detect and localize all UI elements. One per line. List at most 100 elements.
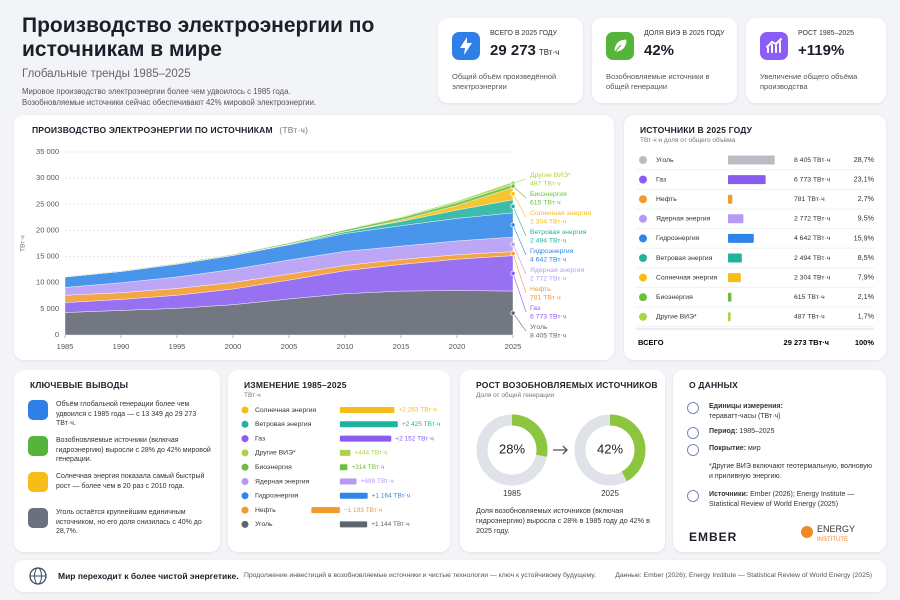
kpi-label: ДОЛЯ ВИЭ В 2025 ГОДУ	[644, 30, 725, 37]
category-label: Уголь	[656, 157, 674, 164]
x-tick-label: 1985	[57, 342, 74, 351]
category-label: Другие ВИЭ*	[255, 450, 296, 457]
share-label: 1,7%	[858, 312, 875, 321]
category-label: Газ	[656, 176, 666, 183]
chart-title-text: ПРОИЗВОДСТВО ЭЛЕКТРОЭНЕРГИИ ПО ИСТОЧНИКА…	[32, 125, 273, 135]
y-tick-label: 20 000	[36, 225, 59, 234]
chart-title: ИЗМЕНЕНИЕ 1985–2025	[244, 380, 347, 390]
value-label: 487 ТВт·ч	[530, 180, 561, 187]
y-tick-label: 15 000	[36, 252, 59, 261]
about-item: Период: 1985–2025	[687, 427, 877, 439]
leader-line	[512, 273, 527, 313]
x-tick-label: 2020	[449, 342, 466, 351]
value-label: 2 494 ТВт·ч	[530, 237, 567, 244]
series-label: Другие ВИЭ*	[530, 172, 571, 179]
category-label: Солнечная энергия	[255, 407, 317, 414]
change-icon	[241, 435, 249, 443]
chart-subtitle: ТВт·ч	[244, 392, 261, 399]
kpi-icon	[452, 32, 480, 60]
source-icon	[639, 293, 647, 302]
about-item: *Другие ВИЭ включают геотермальную, волн…	[687, 462, 877, 481]
y-tick-label: 30 000	[36, 173, 59, 182]
share-label: 9,5%	[858, 214, 875, 223]
bar	[311, 507, 340, 514]
chart-subtitle: Доля от общей генерации	[476, 392, 555, 399]
kpi-value: +119%	[798, 42, 845, 59]
bar	[339, 421, 398, 428]
source-icon	[639, 214, 647, 223]
kpi-unit: ТВт·ч	[538, 48, 560, 57]
logo-ember: EMBER	[689, 530, 738, 544]
donut-chart: 28% 1985 42% 2025	[476, 414, 646, 498]
globe-icon	[29, 567, 47, 585]
end-dot	[510, 310, 516, 316]
value-label: 2 304 ТВт·ч	[794, 274, 831, 281]
series-label: Уголь	[530, 324, 548, 331]
x-tick-label: 2025	[505, 342, 522, 351]
series-label: Ветровая энергия	[530, 229, 587, 236]
series-label: Газ	[530, 305, 540, 312]
leader-line	[512, 206, 527, 237]
share-label: 7,9%	[858, 273, 875, 282]
donut-card: 28% 1985 42% 2025 РОСТ ВОЗОБНОВЛЯЕМЫХ ИСТОЧ…	[460, 370, 665, 552]
value-label: +444 ТВт·ч	[354, 450, 387, 457]
kpi-description: Возобновляемые источники в общей генерац…	[606, 72, 710, 91]
y-tick-label: 0	[55, 330, 59, 339]
kpi-card: ВСЕГО В 2025 ГОДУ 29 273 ТВт·ч Общий объё…	[438, 18, 583, 103]
bar	[728, 312, 731, 322]
total-label: ВСЕГО	[638, 338, 664, 347]
bar	[339, 464, 348, 471]
finding: Объём глобальной генерации более чем удв…	[28, 400, 213, 429]
value-label: 781 ТВт·ч	[794, 196, 825, 203]
arrow	[553, 445, 568, 455]
value-label: 2 304 ТВт·ч	[530, 218, 567, 225]
about-text: тераватт-часы (ТВт·ч)	[709, 412, 781, 420]
leader-line	[512, 312, 527, 332]
bar	[728, 175, 766, 185]
change-icon	[241, 406, 249, 414]
logo-ei-1: ENERGY	[817, 524, 856, 534]
kpi-card: ДОЛЯ ВИЭ В 2025 ГОДУ 42% Возобновляемые …	[592, 18, 737, 103]
section-title: О ДАННЫХ	[689, 380, 739, 390]
value-label: 781 ТВт·ч	[530, 294, 561, 301]
end-dot	[510, 250, 516, 257]
value-label: −1 193 ТВт·ч	[344, 507, 383, 514]
about-text: мир	[747, 445, 761, 452]
source-icon	[639, 312, 647, 321]
change-chart: Солнечная энергия +2 283 ТВт·ч Ветровая эн…	[241, 406, 440, 528]
share-label: 2,1%	[858, 292, 875, 301]
category-label: Ветровая энергия	[255, 421, 312, 428]
footer: Мир переходит к более чистой энергетике.…	[14, 560, 886, 592]
description: Мировое производство электроэнергии боле…	[22, 87, 291, 96]
bar	[728, 253, 742, 263]
share-label: 15,9%	[854, 233, 875, 242]
finding-text: Уголь остаётся крупнейшим единичным исто…	[56, 509, 202, 535]
value-label: 2 772 ТВт·ч	[794, 216, 831, 223]
total-share: 100%	[855, 338, 875, 347]
value-label: 2 494 ТВт·ч	[794, 255, 831, 262]
donut-value: 28%	[499, 441, 525, 456]
about-label: Источники:	[709, 491, 749, 498]
source-icon	[639, 254, 647, 262]
end-dot	[510, 241, 516, 247]
source-icon	[639, 234, 647, 243]
change-icon	[241, 478, 249, 485]
chart-title: РОСТ ВОЗОБНОВЛЯЕМЫХ ИСТОЧНИКОВ	[476, 380, 658, 390]
x-tick-label: 2000	[225, 342, 242, 351]
kpi-card: РОСТ 1985–2025 +119% Увеличение общего о…	[746, 18, 886, 103]
donut-description: Доля возобновляемых источников (включая …	[476, 506, 650, 535]
series-label: Солнечная энергия	[530, 210, 592, 217]
change-icon	[241, 520, 249, 528]
donut-arc	[476, 414, 548, 486]
chart-title: ПРОИЗВОДСТВО ЭЛЕКТРОЭНЕРГИИ ПО ИСТОЧНИКА…	[32, 125, 308, 135]
bar	[728, 155, 775, 165]
bar	[728, 273, 741, 283]
category-label: Ядерная энергия	[656, 216, 711, 223]
finding-text: Возобновляемые источники (включая гидроэ…	[56, 437, 211, 463]
bar	[339, 449, 351, 456]
description: Возобновляемые источники сейчас обеспечи…	[22, 98, 317, 107]
category-label: Биоэнергия	[656, 294, 693, 301]
x-tick-label: 1990	[113, 342, 130, 351]
leader-line	[512, 253, 527, 294]
category-label: Другие ВИЭ*	[656, 314, 697, 321]
